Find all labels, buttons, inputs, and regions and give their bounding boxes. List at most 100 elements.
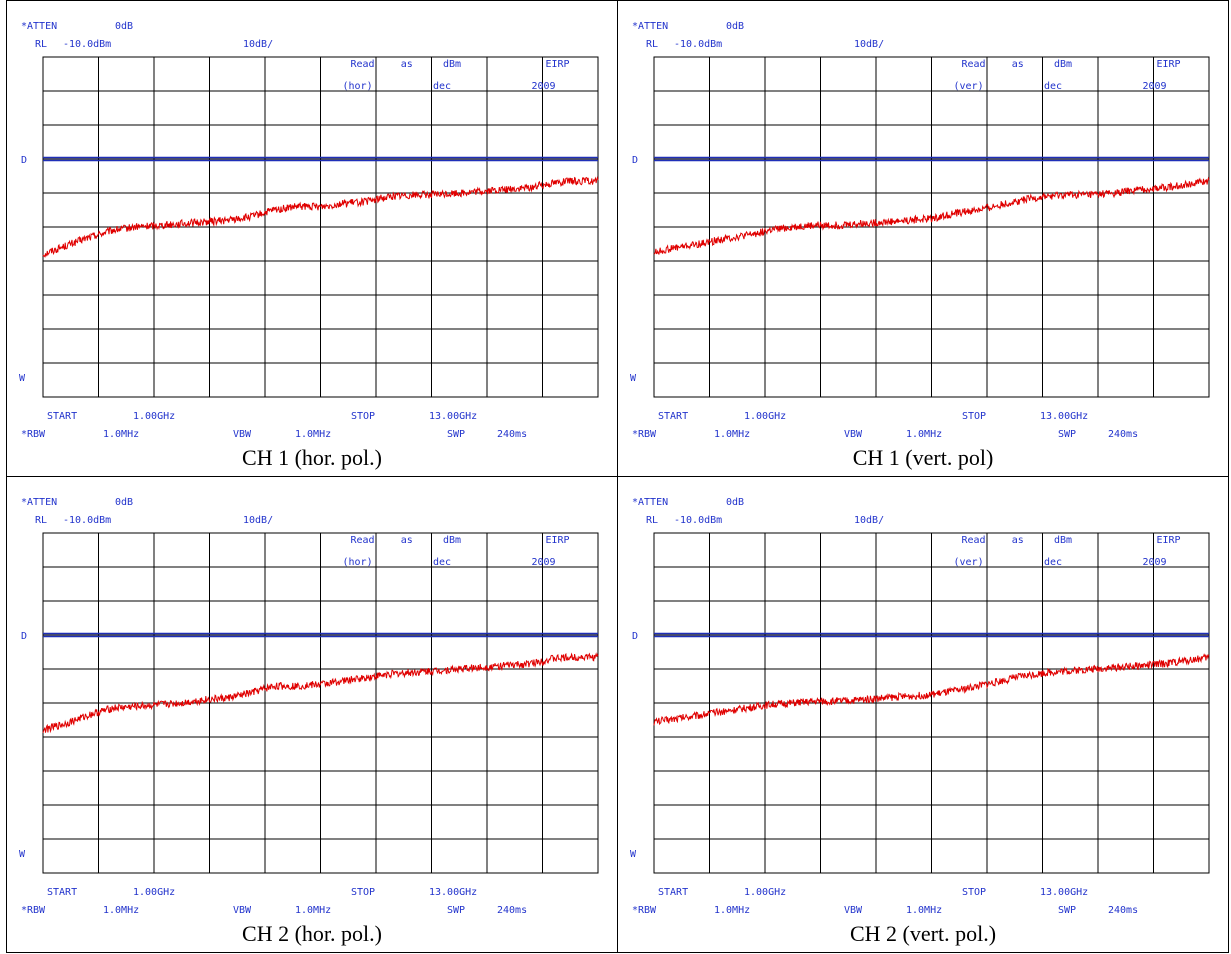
reflevel-value: -10.0dBm <box>63 39 111 50</box>
reflevel-label: RL <box>35 39 47 50</box>
atten-label: *ATTEN <box>21 21 57 32</box>
atten-label: *ATTEN <box>21 497 57 508</box>
start-label: START <box>658 887 688 898</box>
legend-unit: dBm <box>443 535 461 546</box>
panel-cell-1: *ATTEN 0dB RL -10.0dBm 10dB/Read as dBm EIRP (ho… <box>6 0 618 477</box>
spectrum-plot: *ATTEN 0dB RL -10.0dBm 10dB/Read as dBm EIRP (ho… <box>19 497 599 916</box>
legend-month: dec <box>433 81 451 92</box>
vbw-value: 1.0MHz <box>295 429 331 440</box>
legend-read: Read <box>351 535 375 546</box>
legend-as: as <box>401 59 413 70</box>
stop-value: 13.00GHz <box>429 411 477 422</box>
atten-label: *ATTEN <box>632 21 668 32</box>
legend-eirp: EIRP <box>546 535 570 546</box>
legend-year: 2009 <box>532 557 556 568</box>
reflevel-value: -10.0dBm <box>674 39 722 50</box>
swp-value: 240ms <box>1108 429 1138 440</box>
legend-year: 2009 <box>532 81 556 92</box>
marker-d: D <box>21 631 27 642</box>
vbw-value: 1.0MHz <box>906 429 942 440</box>
spectrum-plot: *ATTEN 0dB RL -10.0dBm 10dB/Read as dBm EIRP (ve… <box>630 21 1210 440</box>
vbw-value: 1.0MHz <box>906 905 942 916</box>
scale-value: 10dB/ <box>854 39 884 50</box>
panel-caption: CH 2 (vert. pol.) <box>849 921 997 946</box>
swp-label: SWP <box>447 429 465 440</box>
rbw-value: 1.0MHz <box>714 905 750 916</box>
reflevel-value: -10.0dBm <box>674 515 722 526</box>
swp-value: 240ms <box>497 429 527 440</box>
vbw-label: VBW <box>844 905 863 916</box>
legend-read: Read <box>962 59 986 70</box>
vbw-label: VBW <box>233 905 252 916</box>
reflevel-value: -10.0dBm <box>63 515 111 526</box>
rbw-label: *RBW <box>632 429 657 440</box>
reflevel-label: RL <box>646 39 658 50</box>
vbw-label: VBW <box>844 429 863 440</box>
legend-polarization: (hor) <box>343 557 373 568</box>
stop-value: 13.00GHz <box>1040 411 1088 422</box>
figure-grid: *ATTEN 0dB RL -10.0dBm 10dB/Read as dBm EIRP (ho… <box>6 0 1229 953</box>
panel-2: *ATTEN 0dB RL -10.0dBm 10dB/Read as dBm EIRP (ve… <box>618 1 1228 476</box>
panel-caption: CH 1 (vert. pol) <box>852 445 994 470</box>
atten-value: 0dB <box>726 21 744 32</box>
swp-label: SWP <box>447 905 465 916</box>
legend-as: as <box>1012 535 1024 546</box>
legend-as: as <box>401 535 413 546</box>
reflevel-label: RL <box>35 515 47 526</box>
atten-value: 0dB <box>115 497 133 508</box>
marker-w: W <box>630 849 637 860</box>
legend-unit: dBm <box>1054 535 1072 546</box>
start-value: 1.00GHz <box>744 887 786 898</box>
vbw-value: 1.0MHz <box>295 905 331 916</box>
rbw-value: 1.0MHz <box>103 905 139 916</box>
stop-label: STOP <box>962 887 986 898</box>
trace-line <box>42 652 599 734</box>
legend-polarization: (ver) <box>954 81 984 92</box>
legend-eirp: EIRP <box>546 59 570 70</box>
legend-eirp: EIRP <box>1157 535 1181 546</box>
start-label: START <box>658 411 688 422</box>
marker-d: D <box>632 631 638 642</box>
marker-w: W <box>19 373 26 384</box>
reflevel-label: RL <box>646 515 658 526</box>
swp-label: SWP <box>1058 429 1076 440</box>
stop-label: STOP <box>351 411 375 422</box>
trace-line <box>653 176 1210 255</box>
swp-value: 240ms <box>497 905 527 916</box>
start-label: START <box>47 887 77 898</box>
marker-d: D <box>632 155 638 166</box>
rbw-label: *RBW <box>21 429 46 440</box>
start-value: 1.00GHz <box>744 411 786 422</box>
panel-3: *ATTEN 0dB RL -10.0dBm 10dB/Read as dBm EIRP (ho… <box>7 477 617 952</box>
panel-caption: CH 2 (hor. pol.) <box>242 921 382 946</box>
marker-w: W <box>630 373 637 384</box>
vbw-label: VBW <box>233 429 252 440</box>
start-value: 1.00GHz <box>133 411 175 422</box>
scale-value: 10dB/ <box>854 515 884 526</box>
legend-month: dec <box>1044 557 1062 568</box>
atten-value: 0dB <box>726 497 744 508</box>
trace-line <box>653 653 1210 726</box>
legend-month: dec <box>1044 81 1062 92</box>
start-value: 1.00GHz <box>133 887 175 898</box>
panel-caption: CH 1 (hor. pol.) <box>242 445 382 470</box>
trace-line <box>42 176 599 258</box>
legend-unit: dBm <box>443 59 461 70</box>
atten-label: *ATTEN <box>632 497 668 508</box>
panel-cell-2: *ATTEN 0dB RL -10.0dBm 10dB/Read as dBm EIRP (ve… <box>617 0 1229 477</box>
legend-unit: dBm <box>1054 59 1072 70</box>
marker-d: D <box>21 155 27 166</box>
panel-cell-4: *ATTEN 0dB RL -10.0dBm 10dB/Read as dBm EIRP (ve… <box>617 476 1229 953</box>
legend-read: Read <box>351 59 375 70</box>
legend-polarization: (ver) <box>954 557 984 568</box>
legend-month: dec <box>433 557 451 568</box>
rbw-label: *RBW <box>21 905 46 916</box>
panel-1: *ATTEN 0dB RL -10.0dBm 10dB/Read as dBm EIRP (ho… <box>7 1 617 476</box>
spectrum-plot: *ATTEN 0dB RL -10.0dBm 10dB/Read as dBm EIRP (ho… <box>19 21 599 440</box>
swp-label: SWP <box>1058 905 1076 916</box>
stop-label: STOP <box>962 411 986 422</box>
rbw-label: *RBW <box>632 905 657 916</box>
rbw-value: 1.0MHz <box>103 429 139 440</box>
marker-w: W <box>19 849 26 860</box>
swp-value: 240ms <box>1108 905 1138 916</box>
